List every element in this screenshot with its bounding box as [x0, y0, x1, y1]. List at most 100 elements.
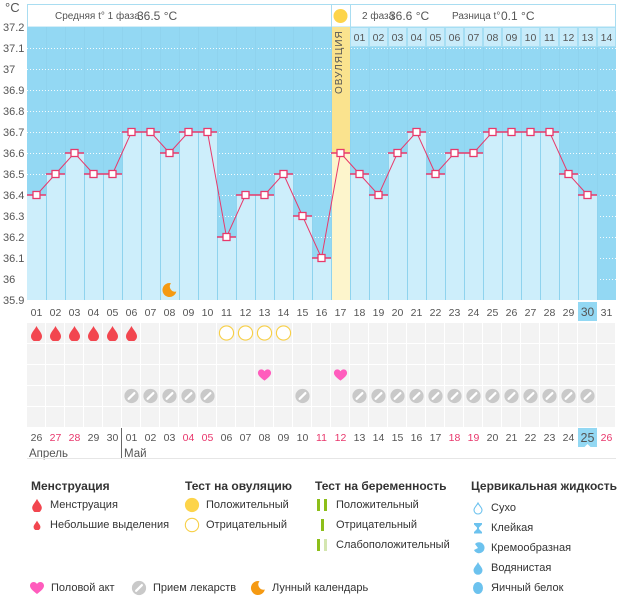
temperature-point[interactable] — [336, 148, 345, 158]
tracker-cell[interactable] — [350, 365, 368, 385]
tracker-cell[interactable] — [540, 344, 558, 364]
tracker-cell[interactable] — [312, 407, 330, 427]
tracker-cell[interactable] — [293, 365, 311, 385]
cycle-day-label[interactable]: 31 — [601, 307, 613, 319]
tracker-cell[interactable] — [198, 344, 216, 364]
calendar-date-label[interactable]: 29 — [88, 432, 100, 444]
tracker-cell[interactable] — [27, 407, 45, 427]
tracker-cell[interactable] — [103, 344, 121, 364]
tracker-cell[interactable] — [502, 344, 520, 364]
tracker-cell[interactable] — [483, 323, 501, 343]
temperature-point[interactable] — [32, 190, 41, 200]
tracker-cell[interactable] — [293, 323, 311, 343]
tracker-cell[interactable] — [274, 386, 292, 406]
tracker-cell[interactable] — [84, 386, 102, 406]
calendar-date-label[interactable]: 30 — [107, 432, 119, 444]
tracker-cell[interactable] — [312, 323, 330, 343]
temperature-point[interactable] — [222, 232, 231, 242]
cycle-day-label[interactable]: 04 — [88, 307, 100, 319]
temperature-point[interactable] — [374, 190, 383, 200]
tracker-cell[interactable] — [464, 344, 482, 364]
tracker-cell[interactable] — [464, 323, 482, 343]
tracker-cell[interactable] — [559, 365, 577, 385]
tracker-cell[interactable] — [217, 365, 235, 385]
temperature-point[interactable] — [241, 190, 250, 200]
tracker-cell[interactable] — [312, 386, 330, 406]
cycle-day-label[interactable]: 01 — [31, 307, 43, 319]
cycle-day-label[interactable]: 16 — [316, 307, 328, 319]
tracker-cell[interactable] — [122, 407, 140, 427]
tracker-cell[interactable] — [407, 344, 425, 364]
cycle-day-label[interactable]: 14 — [278, 307, 290, 319]
tracker-cell[interactable] — [65, 407, 83, 427]
tracker-cell[interactable] — [521, 365, 539, 385]
tracker-cell[interactable] — [483, 344, 501, 364]
tracker-cell[interactable] — [179, 323, 197, 343]
tracker-cell[interactable] — [388, 323, 406, 343]
tracker-cell[interactable] — [103, 365, 121, 385]
temperature-point[interactable] — [51, 169, 60, 179]
cycle-day-label[interactable]: 20 — [392, 307, 404, 319]
tracker-cell[interactable] — [46, 407, 64, 427]
tracker-cell[interactable] — [179, 407, 197, 427]
calendar-date-label[interactable]: 26 — [31, 432, 43, 444]
cycle-day-label[interactable]: 19 — [373, 307, 385, 319]
tracker-cell[interactable] — [578, 323, 596, 343]
cycle-day-label[interactable]: 26 — [506, 307, 518, 319]
tracker-cell[interactable] — [217, 386, 235, 406]
tracker-cell[interactable] — [445, 407, 463, 427]
calendar-date-label[interactable]: 22 — [525, 432, 537, 444]
tracker-cell[interactable] — [46, 344, 64, 364]
tracker-cell[interactable] — [445, 344, 463, 364]
tracker-cell[interactable] — [179, 365, 197, 385]
calendar-date-label[interactable]: 19 — [468, 432, 480, 444]
tracker-cell[interactable] — [369, 407, 387, 427]
calendar-date-label[interactable]: 28 — [69, 432, 81, 444]
calendar-date-label[interactable]: 21 — [506, 432, 518, 444]
cycle-day-label[interactable]: 10 — [202, 307, 214, 319]
tracker-cell[interactable] — [236, 365, 254, 385]
tracker-cell[interactable] — [597, 344, 615, 364]
tracker-cell[interactable] — [84, 344, 102, 364]
tracker-cell[interactable] — [293, 407, 311, 427]
calendar-date-label[interactable]: 08 — [259, 432, 271, 444]
tracker-cell[interactable] — [464, 407, 482, 427]
tracker-cell[interactable] — [483, 407, 501, 427]
tracker-cell[interactable] — [502, 323, 520, 343]
tracker-cell[interactable] — [141, 365, 159, 385]
tracker-cell[interactable] — [27, 386, 45, 406]
tracker-cell[interactable] — [540, 323, 558, 343]
calendar-date-label[interactable]: 04 — [183, 432, 195, 444]
calendar-date-label[interactable]: 24 — [563, 432, 575, 444]
tracker-cell[interactable] — [217, 344, 235, 364]
tracker-cell[interactable] — [445, 365, 463, 385]
cycle-day-label[interactable]: 25 — [487, 307, 499, 319]
tracker-cell[interactable] — [236, 407, 254, 427]
tracker-cell[interactable] — [103, 386, 121, 406]
tracker-cell[interactable] — [578, 407, 596, 427]
tracker-cell[interactable] — [521, 407, 539, 427]
calendar-date-label[interactable]: 13 — [354, 432, 366, 444]
cycle-day-label[interactable]: 23 — [449, 307, 461, 319]
cycle-day-label[interactable]: 28 — [544, 307, 556, 319]
temperature-point[interactable] — [412, 127, 421, 137]
tracker-cell[interactable] — [350, 407, 368, 427]
temperature-point[interactable] — [507, 127, 516, 137]
calendar-date-label[interactable]: 12 — [335, 432, 347, 444]
temperature-point[interactable] — [450, 148, 459, 158]
cycle-day-label[interactable]: 17 — [335, 307, 347, 319]
temperature-point[interactable] — [469, 148, 478, 158]
tracker-cell[interactable] — [179, 344, 197, 364]
tracker-cell[interactable] — [426, 365, 444, 385]
tracker-cell[interactable] — [369, 344, 387, 364]
calendar-date-label[interactable]: 09 — [278, 432, 290, 444]
tracker-cell[interactable] — [65, 344, 83, 364]
tracker-cell[interactable] — [445, 323, 463, 343]
tracker-cell[interactable] — [160, 365, 178, 385]
cycle-day-label[interactable]: 06 — [126, 307, 138, 319]
cycle-day-label[interactable]: 22 — [430, 307, 442, 319]
calendar-date-label[interactable]: 11 — [316, 432, 327, 444]
calendar-date-label[interactable]: 16 — [411, 432, 423, 444]
tracker-cell[interactable] — [274, 344, 292, 364]
temperature-point[interactable] — [184, 127, 193, 137]
